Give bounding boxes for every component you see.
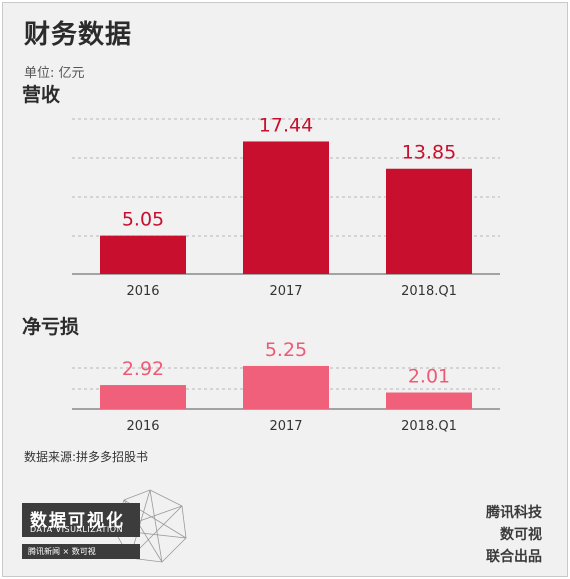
data-label: 5.05 (122, 209, 164, 231)
credit-line-3: 联合出品 (486, 549, 542, 565)
net-loss-bar-chart: 2.92 2016 5.25 2017 2.01 2018.Q1 (72, 339, 500, 434)
unit-label: 单位: 亿元 (24, 66, 85, 81)
data-label: 2.92 (122, 358, 164, 380)
x-tick-label: 2017 (269, 284, 302, 299)
credit-line-1: 腾讯科技 (486, 505, 542, 521)
data-label: 5.25 (265, 339, 307, 361)
data-source: 数据来源:拼多多招股书 (24, 450, 149, 464)
bar-2018.Q1 (386, 168, 472, 274)
data-visualization-logo: 数据可视化 DATA VISUALIZATION (22, 503, 140, 537)
bar-2016 (100, 385, 186, 409)
net-loss-chart-title: 净亏损 (22, 316, 80, 338)
logo-title: 数据可视化 (30, 511, 125, 531)
bar-2017 (243, 365, 329, 409)
logo-partners: 腾讯新闻 × 数可视 (22, 544, 140, 559)
x-tick-label: 2016 (126, 419, 159, 434)
credits: 腾讯科技 数可视 联合出品 (486, 502, 542, 568)
bar-2016 (100, 235, 186, 274)
x-tick-label: 2017 (269, 419, 302, 434)
revenue-chart-title: 营收 (22, 84, 61, 106)
x-tick-label: 2018.Q1 (401, 284, 457, 299)
bar-2018.Q1 (386, 392, 472, 409)
bar-2017 (243, 141, 329, 274)
page-title: 财务数据 (24, 20, 133, 50)
x-tick-label: 2016 (126, 284, 159, 299)
revenue-bar-chart: 5.05 2016 17.44 2017 13.85 2018.Q1 (72, 114, 500, 299)
data-label: 17.44 (259, 114, 313, 136)
credit-line-2: 数可视 (500, 527, 542, 543)
data-label: 13.85 (402, 142, 456, 164)
data-label: 2.01 (408, 366, 450, 388)
x-tick-label: 2018.Q1 (401, 419, 457, 434)
logo-subtitle: DATA VISUALIZATION (30, 525, 124, 534)
